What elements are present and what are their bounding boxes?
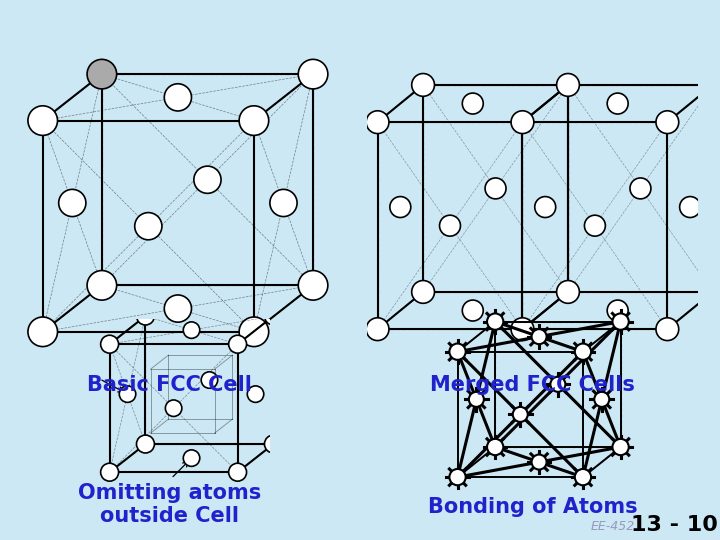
Circle shape	[439, 215, 461, 236]
Circle shape	[462, 93, 483, 114]
Circle shape	[535, 197, 556, 218]
Circle shape	[585, 215, 606, 236]
Circle shape	[194, 166, 221, 193]
Circle shape	[607, 93, 628, 114]
Circle shape	[594, 392, 609, 407]
Circle shape	[101, 463, 119, 481]
Circle shape	[164, 295, 192, 322]
Circle shape	[101, 335, 119, 353]
Circle shape	[264, 435, 282, 453]
Circle shape	[575, 343, 591, 360]
Circle shape	[201, 372, 217, 388]
Circle shape	[137, 307, 154, 325]
Circle shape	[59, 190, 86, 217]
Circle shape	[550, 377, 565, 392]
Circle shape	[229, 335, 246, 353]
Text: EE-452: EE-452	[590, 520, 634, 533]
Circle shape	[120, 386, 136, 402]
Circle shape	[557, 281, 580, 303]
Circle shape	[270, 190, 297, 217]
Circle shape	[485, 178, 506, 199]
Circle shape	[184, 322, 199, 339]
Circle shape	[469, 392, 484, 407]
Circle shape	[247, 386, 264, 402]
Circle shape	[166, 400, 182, 416]
Circle shape	[298, 271, 328, 300]
Circle shape	[390, 197, 411, 218]
Circle shape	[239, 317, 269, 347]
Circle shape	[513, 407, 528, 422]
Circle shape	[366, 111, 389, 133]
Circle shape	[462, 300, 483, 321]
Circle shape	[701, 73, 720, 96]
Circle shape	[557, 73, 580, 96]
Circle shape	[656, 111, 679, 133]
Circle shape	[575, 469, 591, 485]
Circle shape	[531, 329, 546, 344]
Circle shape	[511, 111, 534, 133]
Circle shape	[412, 73, 434, 96]
Circle shape	[487, 439, 503, 455]
Circle shape	[28, 106, 58, 136]
Circle shape	[613, 313, 629, 330]
Circle shape	[511, 318, 534, 341]
Circle shape	[656, 318, 679, 341]
Circle shape	[366, 318, 389, 341]
Circle shape	[630, 178, 651, 199]
Circle shape	[449, 343, 466, 360]
Circle shape	[184, 450, 199, 467]
Circle shape	[613, 439, 629, 455]
Circle shape	[701, 281, 720, 303]
Text: 13 - 10: 13 - 10	[631, 515, 718, 535]
Circle shape	[87, 59, 117, 89]
Circle shape	[135, 213, 162, 240]
Text: Omitting atoms
outside Cell: Omitting atoms outside Cell	[78, 483, 261, 526]
Text: Merged FCC Cells: Merged FCC Cells	[431, 375, 635, 395]
Circle shape	[164, 84, 192, 111]
Circle shape	[137, 435, 154, 453]
Circle shape	[607, 300, 628, 321]
Circle shape	[264, 307, 282, 325]
Circle shape	[28, 317, 58, 347]
Circle shape	[412, 281, 434, 303]
Circle shape	[239, 106, 269, 136]
Circle shape	[229, 463, 246, 481]
Circle shape	[680, 197, 701, 218]
Circle shape	[449, 469, 466, 485]
Circle shape	[87, 271, 117, 300]
Circle shape	[487, 313, 503, 330]
Text: Bonding of Atoms: Bonding of Atoms	[428, 497, 638, 517]
Text: Basic FCC Cell: Basic FCC Cell	[87, 375, 251, 395]
Circle shape	[298, 59, 328, 89]
Circle shape	[531, 455, 546, 470]
